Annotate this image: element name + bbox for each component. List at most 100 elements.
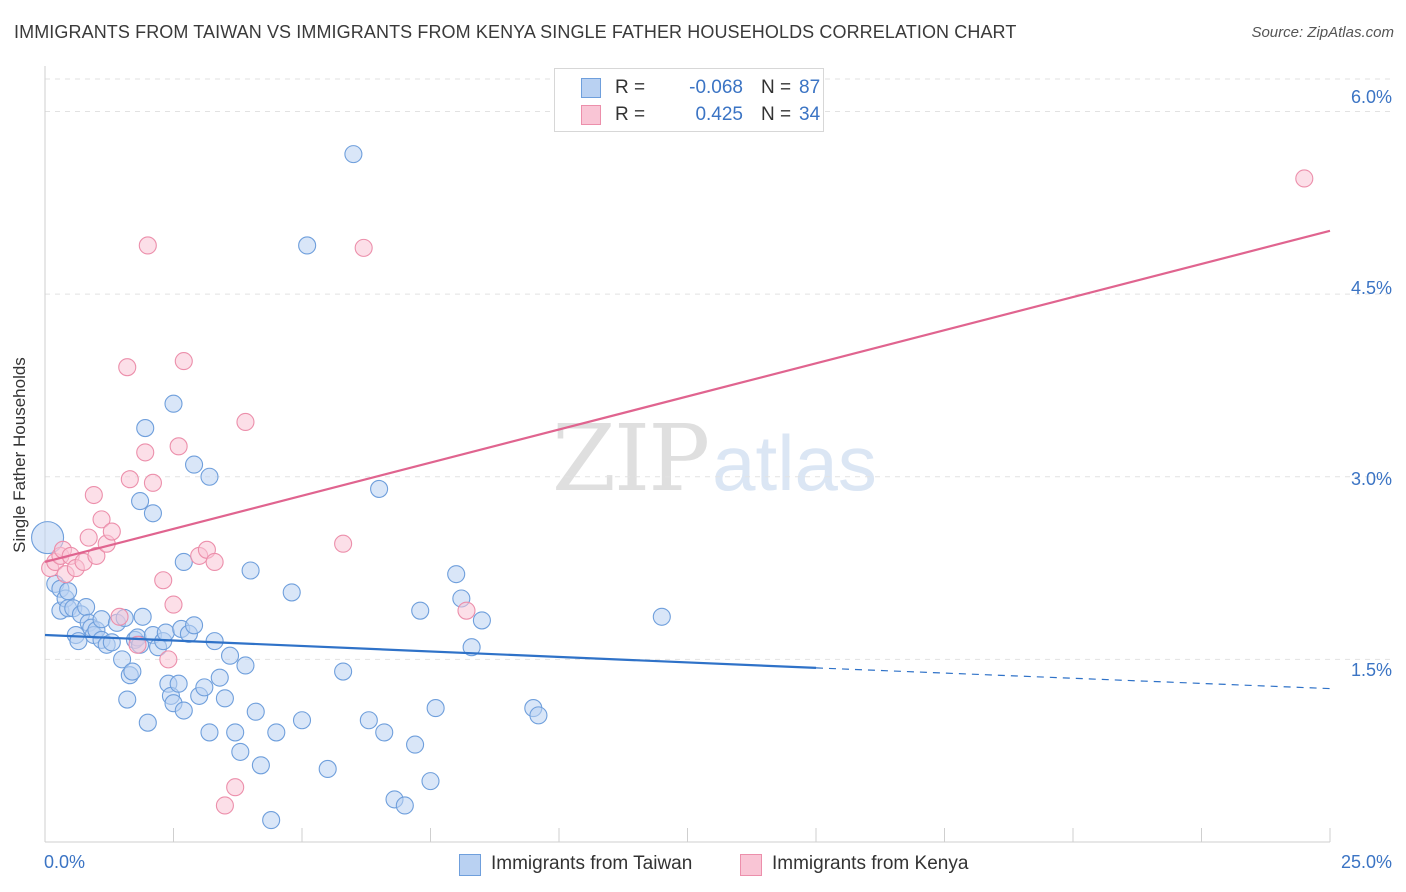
kenya-point bbox=[138, 236, 157, 255]
kenya-point bbox=[457, 601, 476, 620]
taiwan-point bbox=[195, 678, 214, 697]
taiwan-point bbox=[359, 711, 378, 730]
kenya-point bbox=[236, 412, 255, 432]
taiwan-point bbox=[118, 690, 137, 709]
r-label: R = bbox=[615, 104, 646, 125]
kenya-point bbox=[205, 552, 224, 572]
taiwan-point bbox=[77, 597, 96, 617]
kenya-trend-line bbox=[44, 229, 1331, 564]
taiwan-point bbox=[395, 796, 414, 815]
taiwan-point bbox=[375, 723, 394, 742]
chart-title: IMMIGRANTS FROM TAIWAN VS IMMIGRANTS FRO… bbox=[14, 22, 1017, 42]
kenya-point bbox=[120, 470, 139, 489]
taiwan-point bbox=[421, 772, 440, 791]
taiwan-point bbox=[133, 607, 152, 626]
taiwan-point bbox=[334, 662, 353, 681]
source-label: Source: ZipAtlas.com bbox=[1251, 24, 1394, 41]
kenya-point bbox=[334, 534, 353, 553]
watermark: ZIPatlas bbox=[552, 405, 877, 512]
kenya-point bbox=[87, 546, 106, 565]
taiwan-point bbox=[226, 723, 245, 742]
taiwan-point bbox=[185, 455, 204, 474]
r-value-taiwan: -0.068 bbox=[689, 77, 743, 98]
taiwan-point bbox=[318, 759, 337, 779]
taiwan-point bbox=[344, 145, 363, 164]
y-tick-label-3: 3.0% bbox=[1350, 469, 1392, 489]
x-tick-label-min: 0.0% bbox=[44, 852, 86, 872]
taiwan-point bbox=[472, 611, 491, 630]
taiwan-trend-extension bbox=[815, 667, 1331, 690]
kenya-point bbox=[1295, 169, 1314, 188]
taiwan-point bbox=[462, 638, 481, 657]
taiwan-point bbox=[174, 552, 193, 572]
kenya-swatch bbox=[581, 105, 601, 125]
legend-swatch-kenya bbox=[740, 854, 762, 876]
taiwan-point bbox=[185, 616, 204, 635]
kenya-point bbox=[136, 443, 155, 462]
taiwan-point bbox=[246, 702, 265, 721]
taiwan-swatch bbox=[581, 78, 601, 98]
taiwan-point bbox=[138, 713, 157, 732]
kenya-point bbox=[128, 635, 147, 654]
y-tick-label-1-5: 1.5% bbox=[1350, 660, 1392, 680]
n-label: N = bbox=[761, 104, 792, 125]
kenya-point bbox=[154, 571, 173, 590]
y-tick-label-4-5: 4.5% bbox=[1350, 278, 1392, 298]
taiwan-point bbox=[220, 646, 240, 665]
taiwan-point bbox=[447, 565, 466, 584]
taiwan-point bbox=[251, 756, 270, 775]
taiwan-point bbox=[169, 674, 188, 693]
taiwan-point bbox=[156, 623, 175, 642]
taiwan-point bbox=[241, 561, 260, 580]
taiwan-point bbox=[113, 650, 132, 669]
taiwan-point bbox=[262, 811, 281, 830]
kenya-point bbox=[92, 510, 111, 529]
kenya-point bbox=[174, 352, 193, 371]
taiwan-point bbox=[131, 492, 150, 511]
kenya-point bbox=[354, 238, 373, 257]
kenya-point bbox=[159, 650, 178, 669]
taiwan-point bbox=[215, 689, 234, 708]
taiwan-point bbox=[267, 723, 286, 742]
taiwan-point bbox=[652, 607, 671, 626]
r-label: R = bbox=[615, 77, 646, 98]
kenya-point bbox=[143, 473, 162, 492]
taiwan-point bbox=[136, 419, 155, 438]
r-value-kenya: 0.425 bbox=[695, 104, 743, 125]
taiwan-point bbox=[143, 504, 162, 523]
taiwan-point bbox=[210, 668, 229, 687]
watermark-atlas: atlas bbox=[712, 419, 877, 507]
taiwan-point bbox=[406, 735, 425, 754]
n-value-kenya: 34 bbox=[799, 104, 821, 125]
taiwan-point bbox=[370, 479, 389, 498]
taiwan-point bbox=[102, 633, 121, 652]
taiwan-point bbox=[92, 610, 111, 629]
taiwan-point bbox=[426, 699, 445, 718]
taiwan-point bbox=[164, 394, 183, 413]
kenya-point bbox=[102, 522, 121, 541]
kenya-point bbox=[79, 528, 98, 547]
taiwan-point bbox=[298, 236, 317, 255]
taiwan-point bbox=[59, 582, 78, 601]
n-label: N = bbox=[761, 77, 792, 98]
taiwan-trend-line bbox=[44, 633, 817, 670]
n-value-taiwan: 87 bbox=[799, 77, 821, 98]
taiwan-point bbox=[200, 467, 219, 486]
stats-legend: R = -0.068 N = 87 R = 0.425 N = 34 bbox=[554, 68, 824, 132]
kenya-point bbox=[215, 796, 234, 815]
taiwan-point bbox=[411, 601, 430, 620]
taiwan-point bbox=[292, 711, 312, 730]
taiwan-point bbox=[123, 662, 142, 681]
legend-label-kenya: Immigrants from Kenya bbox=[772, 853, 969, 874]
kenya-point bbox=[84, 485, 103, 505]
taiwan-point bbox=[200, 723, 219, 742]
y-tick-label-6: 6.0% bbox=[1350, 87, 1392, 107]
legend-label-taiwan: Immigrants from Taiwan bbox=[491, 853, 693, 874]
taiwan-point bbox=[174, 701, 193, 720]
legend-swatch-taiwan bbox=[459, 854, 481, 876]
kenya-point bbox=[169, 437, 188, 456]
kenya-point bbox=[110, 607, 129, 626]
taiwan-point bbox=[282, 583, 301, 602]
kenya-point bbox=[226, 778, 245, 797]
